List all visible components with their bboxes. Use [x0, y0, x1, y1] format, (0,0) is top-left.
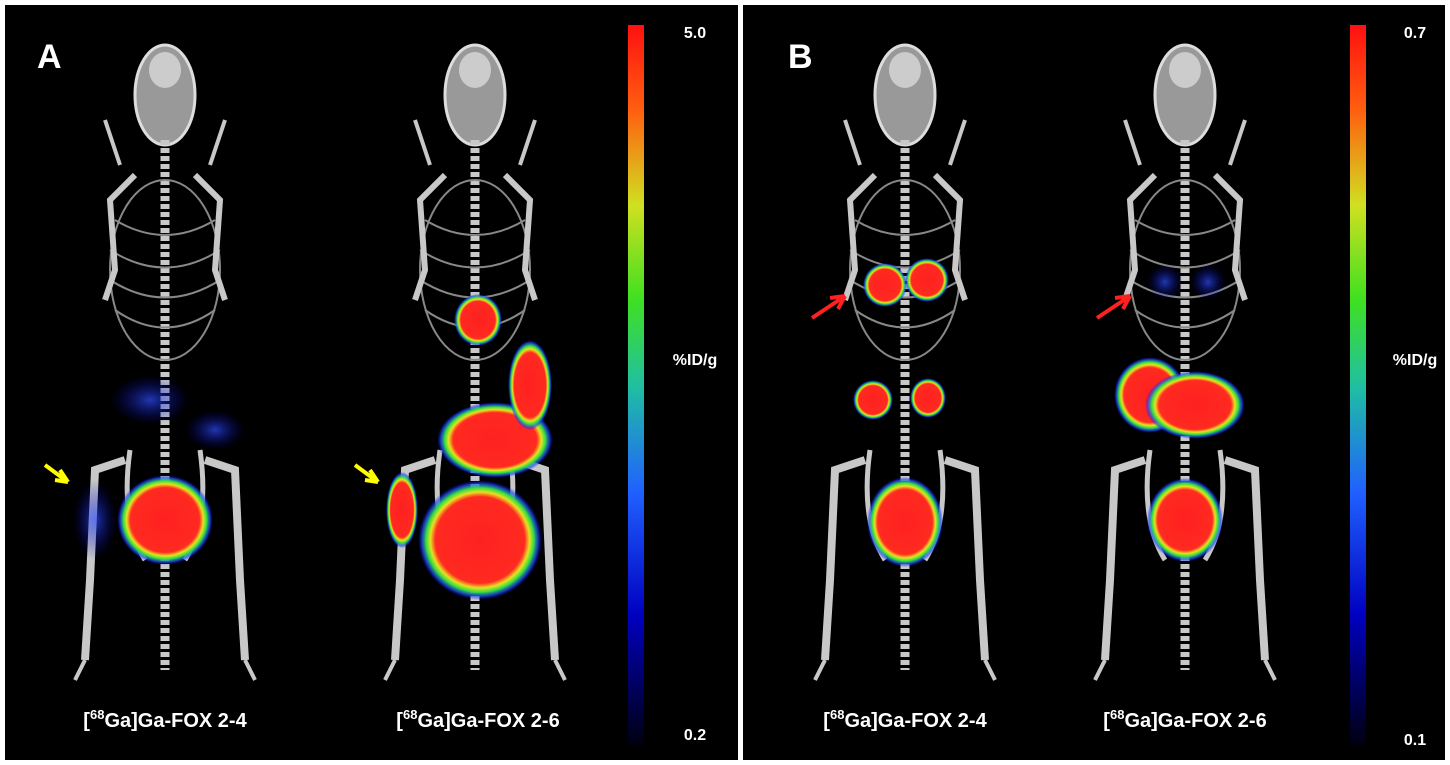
- label-text: Ga]Ga-FOX 2-6: [417, 710, 559, 732]
- label-text: Ga]Ga-FOX 2-6: [1124, 710, 1266, 732]
- uptake: [905, 258, 949, 302]
- arrow: [1095, 294, 1132, 320]
- panel-letter: B: [788, 38, 813, 76]
- isotope-superscript: 68: [830, 707, 844, 722]
- uptake: [73, 480, 117, 560]
- uptake: [853, 380, 893, 420]
- image-label: [68Ga]Ga-FOX 2-4: [83, 707, 247, 732]
- isotope-superscript: 68: [1110, 707, 1124, 722]
- colorbar: [1350, 25, 1366, 745]
- uptake: [454, 294, 502, 346]
- uptake: [863, 263, 907, 307]
- isotope-superscript: 68: [90, 707, 104, 722]
- label-text: [: [396, 710, 403, 732]
- arrow: [43, 463, 70, 484]
- colorbar-max: 5.0: [684, 25, 706, 42]
- arrow: [810, 294, 847, 320]
- uptake: [1190, 264, 1226, 300]
- colorbar-unit: %ID/g: [1393, 352, 1437, 369]
- uptake: [418, 480, 542, 600]
- uptake: [1147, 264, 1183, 300]
- label-text: [: [83, 710, 90, 732]
- colorbar: [628, 25, 644, 745]
- arrow: [353, 463, 380, 484]
- colorbar-min: 0.2: [684, 727, 706, 744]
- uptake: [910, 378, 946, 418]
- image-label: [68Ga]Ga-FOX 2-6: [396, 707, 559, 732]
- colorbar-unit: %ID/g: [673, 352, 717, 369]
- panel-b-background: [743, 5, 1445, 760]
- isotope-superscript: 68: [403, 707, 417, 722]
- image-label: [68Ga]Ga-FOX 2-4: [823, 707, 987, 732]
- label-text: [: [1103, 710, 1110, 732]
- label-text: [: [823, 710, 830, 732]
- uptake: [508, 340, 552, 430]
- image-label: [68Ga]Ga-FOX 2-6: [1103, 707, 1266, 732]
- colorbar-min: 0.1: [1404, 732, 1426, 749]
- uptake: [386, 472, 418, 548]
- uptake: [110, 375, 190, 425]
- uptake: [117, 475, 213, 565]
- panel-letter: A: [37, 38, 62, 76]
- colorbar-max: 0.7: [1404, 25, 1426, 42]
- uptake: [1147, 478, 1223, 562]
- uptake: [1145, 371, 1245, 439]
- label-text: Ga]Ga-FOX 2-4: [104, 710, 247, 732]
- label-text: Ga]Ga-FOX 2-4: [844, 710, 987, 732]
- uptake: [185, 410, 245, 450]
- uptake: [867, 477, 943, 567]
